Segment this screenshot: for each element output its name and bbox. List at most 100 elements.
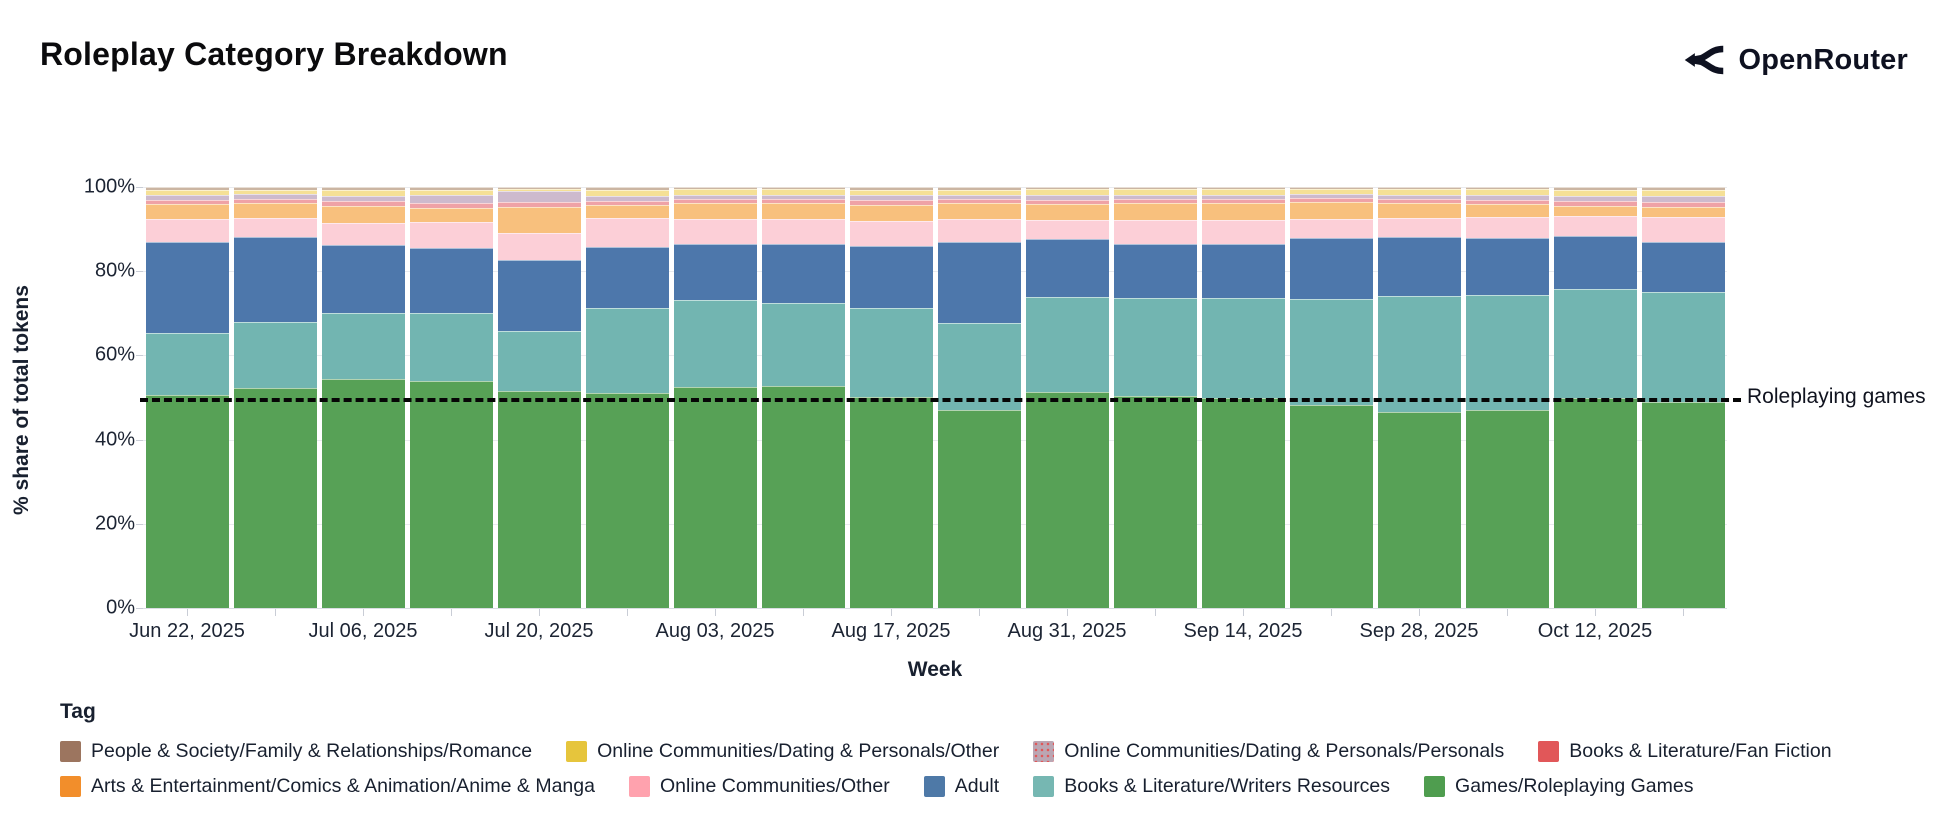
segment[interactable] <box>1025 195 1109 200</box>
segment[interactable] <box>849 245 933 309</box>
segment[interactable] <box>321 245 405 313</box>
segment[interactable] <box>321 189 405 197</box>
segment[interactable] <box>673 189 757 195</box>
segment[interactable] <box>849 187 933 190</box>
segment[interactable] <box>1641 196 1725 202</box>
segment[interactable] <box>1641 241 1725 292</box>
segment[interactable] <box>761 219 845 244</box>
legend-item[interactable]: Games/Roleplaying Games <box>1424 775 1693 798</box>
segment[interactable] <box>937 199 1021 204</box>
segment[interactable] <box>145 189 229 195</box>
segment[interactable] <box>409 221 493 249</box>
segment[interactable] <box>849 189 933 196</box>
bar-week-aug-31-2025[interactable] <box>1025 187 1109 608</box>
segment[interactable] <box>937 187 1021 190</box>
bar-week-oct-05-2025[interactable] <box>1465 187 1549 608</box>
legend-item[interactable]: Books & Literature/Writers Resources <box>1033 775 1390 798</box>
segment[interactable] <box>761 203 845 219</box>
segment[interactable] <box>145 199 229 204</box>
segment[interactable] <box>409 195 493 203</box>
segment[interactable] <box>1377 202 1461 219</box>
segment[interactable] <box>1553 216 1637 236</box>
segment[interactable] <box>1289 405 1373 608</box>
segment[interactable] <box>233 202 317 219</box>
segment[interactable] <box>497 201 581 208</box>
segment[interactable] <box>585 196 669 201</box>
segment[interactable] <box>849 195 933 201</box>
segment[interactable] <box>1025 238 1109 298</box>
segment[interactable] <box>849 204 933 221</box>
segment[interactable] <box>1377 189 1461 195</box>
segment[interactable] <box>937 410 1021 608</box>
segment[interactable] <box>673 203 757 219</box>
segment[interactable] <box>409 189 493 196</box>
segment[interactable] <box>937 195 1021 200</box>
segment[interactable] <box>321 196 405 202</box>
segment[interactable] <box>1641 216 1725 242</box>
bar-week-jul-20-2025[interactable] <box>497 187 581 608</box>
segment[interactable] <box>1553 187 1637 190</box>
segment[interactable] <box>1465 203 1549 218</box>
segment[interactable] <box>1289 194 1373 199</box>
segment[interactable] <box>1465 410 1549 608</box>
segment[interactable] <box>1289 219 1373 238</box>
segment[interactable] <box>1201 194 1285 200</box>
segment[interactable] <box>233 237 317 322</box>
segment[interactable] <box>497 207 581 234</box>
segment[interactable] <box>1113 220 1197 245</box>
segment[interactable] <box>1641 206 1725 217</box>
segment[interactable] <box>937 189 1021 195</box>
segment[interactable] <box>849 308 933 398</box>
segment[interactable] <box>1025 187 1109 190</box>
segment[interactable] <box>761 194 845 199</box>
segment[interactable] <box>1377 218 1461 238</box>
segment[interactable] <box>585 200 669 206</box>
segment[interactable] <box>1553 235 1637 289</box>
segment[interactable] <box>673 299 757 387</box>
segment[interactable] <box>761 198 845 203</box>
segment[interactable] <box>497 390 581 608</box>
segment[interactable] <box>1289 198 1373 203</box>
segment[interactable] <box>761 302 845 387</box>
segment[interactable] <box>145 333 229 396</box>
segment[interactable] <box>673 194 757 200</box>
segment[interactable] <box>145 203 229 220</box>
segment[interactable] <box>1113 298 1197 397</box>
bar-week-oct-19-2025[interactable] <box>1641 187 1725 608</box>
segment[interactable] <box>233 187 317 190</box>
segment[interactable] <box>1201 187 1285 190</box>
segment[interactable] <box>1377 412 1461 608</box>
segment[interactable] <box>1641 402 1725 608</box>
segment[interactable] <box>1553 288 1637 398</box>
bar-week-sep-07-2025[interactable] <box>1113 187 1197 608</box>
segment[interactable] <box>673 219 757 244</box>
segment[interactable] <box>497 188 581 192</box>
legend-item[interactable]: Online Communities/Dating & Personals/Ot… <box>566 740 999 763</box>
segment[interactable] <box>1025 199 1109 204</box>
segment[interactable] <box>409 208 493 222</box>
segment[interactable] <box>673 243 757 300</box>
segment[interactable] <box>1025 219 1109 239</box>
segment[interactable] <box>409 202 493 209</box>
segment[interactable] <box>761 187 845 190</box>
segment[interactable] <box>1641 187 1725 190</box>
segment[interactable] <box>497 259 581 331</box>
segment[interactable] <box>1289 299 1373 406</box>
segment[interactable] <box>585 246 669 308</box>
segment[interactable] <box>1641 201 1725 207</box>
segment[interactable] <box>233 189 317 195</box>
segment[interactable] <box>1465 195 1549 200</box>
segment[interactable] <box>761 386 845 608</box>
segment[interactable] <box>1641 291 1725 403</box>
segment[interactable] <box>1201 199 1285 204</box>
segment[interactable] <box>1201 397 1285 608</box>
segment[interactable] <box>145 395 229 608</box>
segment[interactable] <box>1553 189 1637 196</box>
segment[interactable] <box>585 205 669 219</box>
segment[interactable] <box>409 381 493 608</box>
segment[interactable] <box>1201 298 1285 398</box>
legend-item[interactable]: Online Communities/Other <box>628 775 890 798</box>
bar-week-oct-12-2025[interactable] <box>1553 187 1637 608</box>
segment[interactable] <box>937 219 1021 242</box>
segment[interactable] <box>585 307 669 393</box>
